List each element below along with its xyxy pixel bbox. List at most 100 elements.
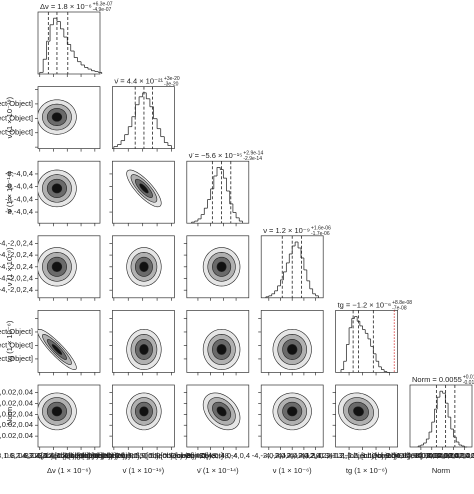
- x-tick-label: -4,-2,0,2,4: [252, 451, 286, 460]
- x-tick-label: -0.04,-0.02,0,0.02,0.04: [416, 451, 474, 460]
- title-upper: +8.8e-08: [392, 300, 412, 306]
- x-tick-label: 0.8,1.6,2.4,3.2,[object Object]: [18, 451, 116, 460]
- x-tick-label: -0.04,-0.02,0,0.02,0.04: [405, 451, 474, 460]
- title-text: Δν = 1.8 × 10⁻⁶: [40, 2, 92, 11]
- x-tick-label: -1.3,-1.2,-1.1,[object Object]: [330, 451, 423, 460]
- panel-frame: [112, 160, 175, 224]
- panel-title: Norm = 0.0055+0.017: [412, 375, 474, 384]
- y-tick-label: -4,-2,0,2,4: [0, 250, 33, 259]
- y-tick-label: [object Object],-0.5,0,0.5,[object Objec…: [0, 128, 33, 137]
- panel-title: ν̇ = 4.4 × 10⁻²¹+3e-20: [114, 76, 180, 85]
- x-tick-label: [object Object],-0.5,0,0.5,[object Objec…: [77, 451, 209, 460]
- y-tick-label: -8,-4,0,4: [5, 169, 33, 178]
- title-upper: +0.017: [463, 375, 474, 381]
- x-tick-label: -8,-4,0,4: [184, 451, 212, 460]
- panel-title-lower: -0.017: [463, 380, 474, 386]
- x-tick-label: -8,-4,0,4: [197, 451, 225, 460]
- x-tick-label: 0.8,1.6,2.4,3.2,[object Object]: [0, 451, 89, 460]
- y-axis-label: Norm: [5, 407, 14, 425]
- y-tick-label: -4,-2,0,2,4: [0, 262, 33, 271]
- panel-frame: [186, 160, 250, 224]
- x-tick-label: -0.04,-0.02,0,0.02,0.04: [426, 451, 474, 460]
- panel-frame: [186, 310, 250, 373]
- panel-frame: [335, 310, 398, 373]
- x-axis-label: tg (1 × 10⁻⁶): [346, 466, 388, 475]
- x-tick-label: -4,-2,0,2,4: [287, 451, 321, 460]
- panel-frame: [335, 384, 398, 448]
- panel-title: Δν = 1.8 × 10⁻⁶+6.3e-07: [40, 2, 113, 11]
- y-tick-label: -0.04,-0.02,0,0.02,0.04: [0, 420, 33, 429]
- panel-title-lower: -7e-08: [392, 306, 407, 312]
- contour: [287, 406, 298, 417]
- y-tick-label: -1.3,-1.2,-1.1,[object Object]: [0, 327, 33, 336]
- y-axis-label: ν̇ (1 × 10⁻¹⁹): [5, 96, 14, 138]
- title-lower: -2.9e-14: [243, 157, 262, 163]
- title-text: ν = 1.2 × 10⁻⁹: [263, 226, 310, 235]
- x-tick-label: -4,-2,0,2,4: [275, 451, 309, 460]
- title-upper: +6.3e-07: [93, 2, 113, 8]
- contour: [216, 344, 227, 355]
- contour: [353, 406, 364, 417]
- contour: [139, 344, 149, 355]
- y-tick-label: -0.04,-0.02,0,0.02,0.04: [0, 388, 33, 397]
- title-upper: +1.6e-06: [311, 226, 331, 232]
- contour: [287, 344, 298, 355]
- x-tick-label: -4,-2,0,2,4: [299, 451, 333, 460]
- title-text: Norm = 0.0055: [412, 375, 462, 384]
- panel-title-lower: -3e-20: [164, 82, 179, 88]
- title-lower: -3e-20: [164, 82, 179, 88]
- panel-frame: [37, 310, 101, 373]
- x-axis-label: ν̈ (1 × 10⁻¹⁴): [197, 466, 239, 475]
- x-axis-label: Δν (1 × 10⁻⁶): [47, 466, 91, 475]
- panel-title: tg = −1.2 × 10⁻⁶+8.8e-08: [338, 300, 413, 309]
- y-axis-label: tg (1 × 10⁻⁶): [5, 320, 14, 362]
- y-tick-label: -0.04,-0.02,0,0.02,0.04: [0, 431, 33, 440]
- x-tick-label: -1.3,-1.2,-1.1,[object Object]: [316, 451, 409, 460]
- panel-frame: [409, 384, 473, 448]
- x-tick-label: -8,-4,0,4: [209, 451, 237, 460]
- y-tick-label: -8,-4,0,4: [5, 194, 33, 203]
- panel-frame: [112, 310, 175, 373]
- y-tick-label: -1.3,-1.2,-1.1,[object Object]: [0, 340, 33, 349]
- x-tick-label: 0.8,1.6,2.4,3.2,[object Object]: [5, 451, 103, 460]
- contour: [216, 261, 227, 272]
- title-lower: -0.017: [463, 380, 474, 386]
- panel-frame: [112, 86, 175, 149]
- y-tick-label: [object Object],-0.5,0,0.5,[object Objec…: [0, 113, 33, 122]
- panel-frame: [186, 384, 250, 448]
- y-tick-label: -8,-4,0,4: [5, 207, 33, 216]
- title-lower: -1.7e-06: [311, 231, 330, 237]
- x-tick-label: [object Object],-0.5,0,0.5,[object Objec…: [62, 451, 194, 460]
- panel-frame: [37, 11, 101, 75]
- title-text: ν̈ = −5.6 × 10⁻¹⁵: [189, 151, 243, 160]
- y-tick-label: [object Object],-0.5,0,0.5,[object Objec…: [0, 99, 33, 108]
- panel-title-lower: -4.9e-07: [93, 7, 112, 13]
- x-tick-label: -0.04,-0.02,0,0.02,0.04: [383, 451, 459, 460]
- y-tick-label: -4,-2,0,2,4: [0, 273, 33, 282]
- y-axis-label: ν (1 × 10⁻⁶): [5, 247, 14, 286]
- x-axis-label: ν (1 × 10⁻⁶): [273, 466, 312, 475]
- contour: [51, 406, 63, 417]
- panel-title: ν̈ = −5.6 × 10⁻¹⁵+2.9e-14: [189, 151, 264, 160]
- title-lower: -4.9e-07: [93, 7, 112, 13]
- contour: [51, 112, 63, 122]
- y-tick-label: -8,-4,0,4: [5, 182, 33, 191]
- y-tick-label: -4,-2,0,2,4: [0, 238, 33, 247]
- y-tick-label: -4,-2,0,2,4: [0, 285, 33, 294]
- y-tick-label: -0.04,-0.02,0,0.02,0.04: [0, 398, 33, 407]
- contour: [51, 183, 63, 194]
- x-axis-label: Norm: [432, 466, 450, 475]
- contour: [139, 261, 149, 272]
- contour: [139, 406, 149, 417]
- x-tick-label: [object Object],-0.5,0,0.5,[object Objec…: [91, 451, 223, 460]
- x-tick-label: -0.04,-0.02,0,0.02,0.04: [394, 451, 470, 460]
- x-tick-label: -8,-4,0,4: [222, 451, 250, 460]
- panel-title: ν = 1.2 × 10⁻⁹+1.6e-06: [263, 226, 331, 235]
- title-upper: +3e-20: [164, 76, 180, 82]
- x-tick-label: -1.3,-1.2,-1.1,[object Object]: [303, 451, 396, 460]
- contour: [139, 183, 149, 194]
- panel-title-lower: -2.9e-14: [243, 157, 262, 163]
- x-tick-label: -4,-2,0,2,4: [263, 451, 297, 460]
- contour: [51, 344, 63, 355]
